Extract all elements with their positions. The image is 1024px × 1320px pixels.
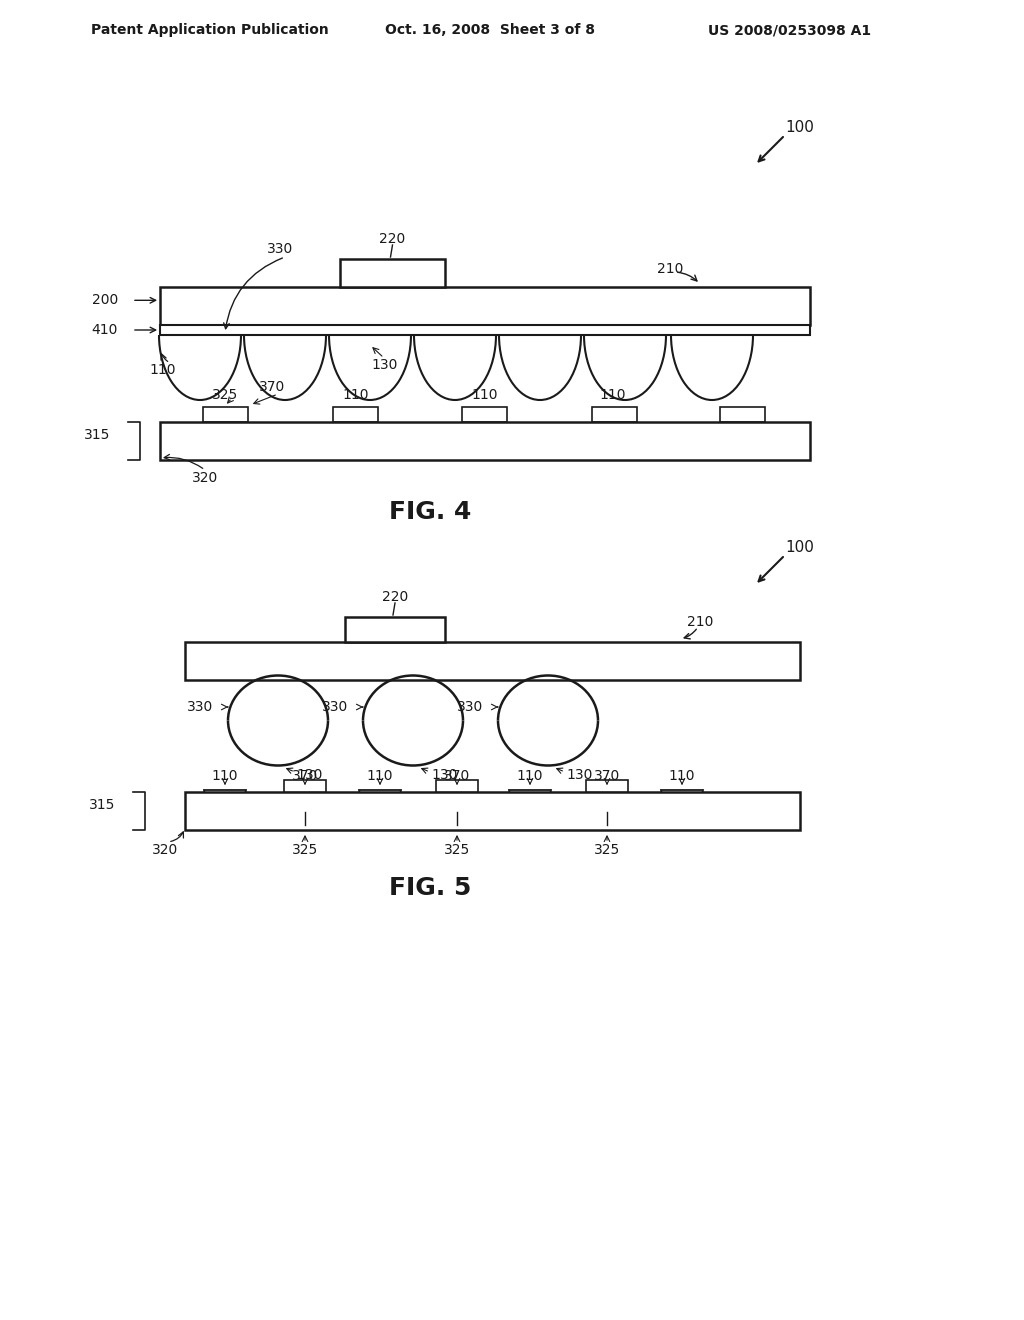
- Text: 210: 210: [656, 261, 683, 276]
- Bar: [588, 789, 626, 812]
- Text: FIG. 5: FIG. 5: [389, 876, 471, 900]
- Bar: [462, 407, 507, 422]
- Text: 100: 100: [785, 540, 814, 554]
- Text: 130: 130: [296, 768, 323, 781]
- Bar: [340, 259, 445, 286]
- Text: Oct. 16, 2008  Sheet 3 of 8: Oct. 16, 2008 Sheet 3 of 8: [385, 22, 595, 37]
- Text: 370: 370: [443, 770, 470, 783]
- Bar: [586, 780, 628, 792]
- Polygon shape: [662, 789, 703, 825]
- Text: 325: 325: [443, 843, 470, 857]
- Text: 325: 325: [292, 843, 318, 857]
- Bar: [160, 286, 810, 325]
- Polygon shape: [359, 789, 401, 825]
- Text: 130: 130: [431, 768, 458, 781]
- Text: 110: 110: [669, 770, 695, 783]
- Text: 220: 220: [379, 232, 406, 246]
- Text: 110: 110: [367, 770, 393, 783]
- Text: 315: 315: [84, 428, 110, 442]
- Text: US 2008/0253098 A1: US 2008/0253098 A1: [709, 22, 871, 37]
- Text: 330: 330: [322, 700, 348, 714]
- Text: 315: 315: [89, 799, 115, 812]
- Text: 320: 320: [152, 843, 178, 857]
- Bar: [592, 407, 637, 422]
- Text: 110: 110: [472, 388, 499, 403]
- Text: 330: 330: [186, 700, 213, 714]
- Text: 110: 110: [150, 363, 176, 378]
- Text: 330: 330: [457, 700, 483, 714]
- Bar: [160, 422, 810, 459]
- Text: 370: 370: [259, 380, 285, 393]
- Text: 330: 330: [267, 242, 293, 256]
- Bar: [284, 780, 326, 792]
- Text: 220: 220: [382, 590, 409, 605]
- Text: 370: 370: [292, 770, 318, 783]
- Text: 410: 410: [91, 323, 118, 337]
- Text: 110: 110: [517, 770, 544, 783]
- Text: 370: 370: [594, 770, 621, 783]
- Text: 210: 210: [687, 615, 713, 630]
- Bar: [286, 789, 324, 812]
- Bar: [438, 789, 476, 812]
- Polygon shape: [204, 789, 246, 825]
- Text: 320: 320: [191, 471, 218, 484]
- Bar: [160, 325, 810, 335]
- Bar: [185, 642, 800, 680]
- Text: Patent Application Publication: Patent Application Publication: [91, 22, 329, 37]
- Bar: [333, 407, 378, 422]
- Text: 100: 100: [785, 120, 814, 135]
- Text: 110: 110: [343, 388, 370, 403]
- Text: 325: 325: [594, 843, 621, 857]
- Bar: [345, 616, 445, 642]
- Text: 130: 130: [566, 768, 592, 781]
- Bar: [203, 407, 248, 422]
- Polygon shape: [509, 789, 551, 825]
- Text: 130: 130: [372, 358, 398, 372]
- Text: 325: 325: [212, 388, 239, 403]
- Bar: [720, 407, 765, 422]
- Text: 110: 110: [600, 388, 627, 403]
- Text: 200: 200: [92, 293, 118, 308]
- Bar: [185, 792, 800, 830]
- Bar: [436, 780, 478, 792]
- Text: FIG. 4: FIG. 4: [389, 500, 471, 524]
- Text: 110: 110: [212, 770, 239, 783]
